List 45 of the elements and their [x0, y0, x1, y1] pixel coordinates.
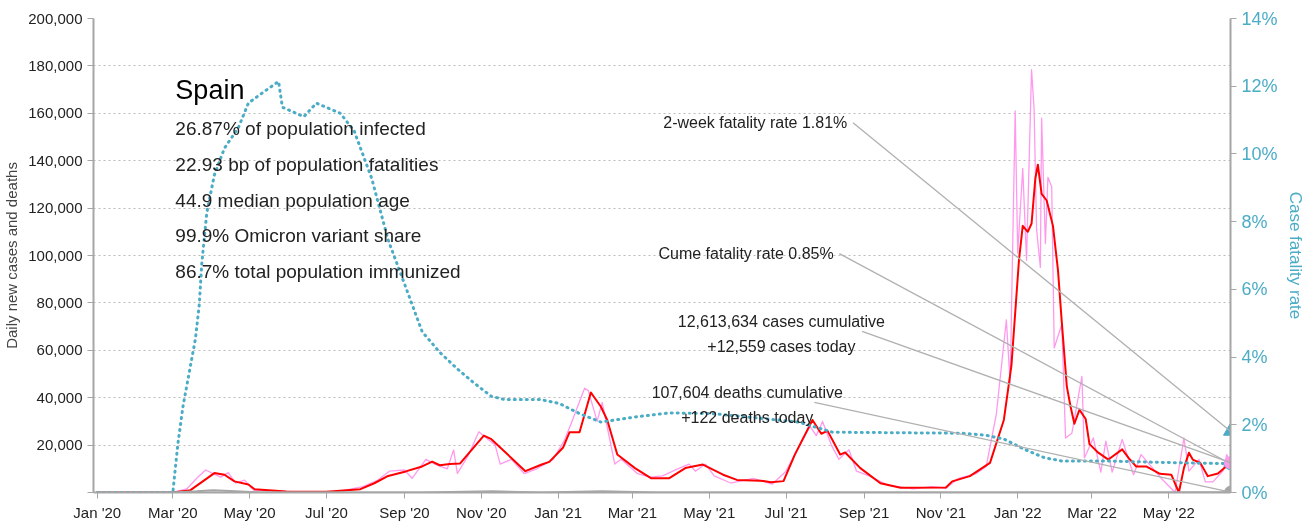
x-tick-label: Jul '20 [304, 503, 348, 521]
text: 12,613,634 cases cumulative +12,559 cases today [677, 313, 886, 356]
y-tick-label: 120,000 [28, 199, 83, 217]
text: 107,604 deaths cumulative +122 deaths today [651, 383, 843, 426]
y2-axis-title: Case fatality rate [1285, 191, 1305, 320]
y-tick-label: 160,000 [28, 104, 83, 122]
y2-tick-label: 4% [1241, 347, 1268, 368]
x-tick-label: Jan '22 [993, 503, 1042, 521]
annotation: 99.9% Omicron variant share [175, 225, 422, 247]
text: 2-week fatality rate 1.81% [663, 114, 848, 132]
y-tick-label: 60,000 [36, 341, 83, 359]
y2-tick-label: 0% [1241, 482, 1268, 503]
x-tick-label: Jul '21 [764, 503, 808, 521]
annotation: 86.7% total population immunized [175, 261, 461, 283]
x-tick-label: Sep '21 [838, 503, 890, 521]
text: Cume fatality rate 0.85% [658, 245, 834, 263]
x-tick-label: Jan '21 [534, 503, 583, 521]
x-tick-label: Mar '22 [1067, 503, 1117, 521]
annotation: 22.93 bp of population fatalities [175, 153, 439, 175]
y2-tick-label: 12% [1241, 76, 1278, 97]
y2-tick-label: 2% [1241, 414, 1268, 435]
x-tick-label: Mar '20 [148, 503, 198, 521]
x-tick-label: Jan '20 [73, 503, 122, 521]
y-tick-label: 20,000 [36, 436, 83, 454]
annotation: 44.9 median population age [175, 189, 410, 211]
y-tick-label: 80,000 [36, 293, 83, 311]
y-tick-label: 140,000 [28, 151, 83, 169]
y-tick-label: 180,000 [28, 56, 83, 74]
x-tick-label: Sep '20 [379, 503, 430, 521]
y2-tick-label: 10% [1241, 143, 1278, 164]
x-tick-label: May '22 [1142, 503, 1195, 521]
x-tick-label: Nov '20 [456, 503, 507, 521]
y2-tick-label: 14% [1241, 8, 1278, 29]
y-tick-label: 200,000 [28, 9, 83, 27]
y-tick-label: 40,000 [36, 388, 83, 406]
x-tick-label: Mar '21 [607, 503, 658, 521]
text: Spain [175, 74, 245, 105]
x-tick-label: Nov '21 [915, 503, 967, 521]
y-axis-title: Daily new cases and deaths [3, 162, 21, 349]
x-tick-label: May '20 [223, 503, 276, 521]
annotation: 26.87% of population infected [175, 117, 426, 139]
x-tick-label: May '21 [683, 503, 736, 521]
y2-tick-label: 8% [1241, 211, 1268, 232]
y2-tick-label: 6% [1241, 279, 1268, 300]
y-tick-label: 100,000 [28, 246, 83, 264]
